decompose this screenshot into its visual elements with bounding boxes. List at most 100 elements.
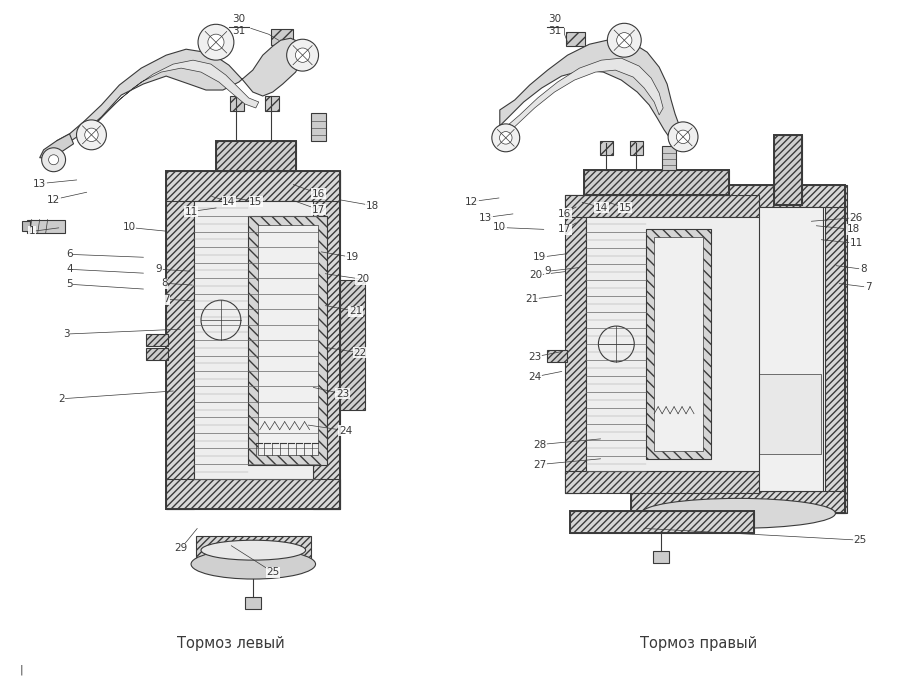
Circle shape <box>491 124 519 152</box>
Bar <box>600 141 613 155</box>
Text: 29: 29 <box>175 543 188 553</box>
Text: 24: 24 <box>528 372 541 382</box>
Circle shape <box>198 24 234 60</box>
Text: 18: 18 <box>365 200 379 211</box>
Text: 2: 2 <box>58 394 65 404</box>
Text: 26: 26 <box>850 212 863 223</box>
Text: 10: 10 <box>493 223 507 232</box>
Bar <box>584 169 729 194</box>
Text: 30: 30 <box>548 14 561 24</box>
Text: 10: 10 <box>122 223 136 232</box>
Text: 30: 30 <box>232 14 246 24</box>
Text: 8: 8 <box>860 265 867 274</box>
Bar <box>271 29 292 45</box>
Text: 23: 23 <box>528 352 541 362</box>
Bar <box>546 350 566 362</box>
Text: Тормоз правый: Тормоз правый <box>641 636 758 651</box>
Text: 15: 15 <box>249 196 263 207</box>
Bar <box>751 374 821 453</box>
Bar <box>194 200 312 480</box>
Bar <box>774 135 802 205</box>
Polygon shape <box>40 134 74 158</box>
Bar <box>654 238 703 451</box>
Text: 28: 28 <box>533 440 546 450</box>
Text: 19: 19 <box>533 252 546 263</box>
Polygon shape <box>57 39 302 144</box>
Bar <box>641 207 824 491</box>
Text: 4: 4 <box>67 265 73 274</box>
Text: 5: 5 <box>67 279 73 289</box>
Text: 16: 16 <box>558 209 572 218</box>
Text: 24: 24 <box>338 426 352 435</box>
Text: 20: 20 <box>356 274 369 285</box>
Text: 19: 19 <box>346 252 359 263</box>
Bar <box>565 32 586 46</box>
Circle shape <box>668 122 698 152</box>
Circle shape <box>608 23 641 57</box>
Bar <box>196 536 310 564</box>
Text: 11: 11 <box>850 238 863 249</box>
Text: 21: 21 <box>349 306 362 316</box>
Circle shape <box>49 155 58 165</box>
Bar <box>584 169 729 194</box>
Bar <box>248 216 328 464</box>
Bar <box>631 185 641 513</box>
Text: 17: 17 <box>558 225 572 234</box>
Bar <box>166 171 340 509</box>
Bar <box>653 551 669 563</box>
Text: 9: 9 <box>544 266 551 276</box>
Bar <box>275 43 288 55</box>
Bar <box>312 171 340 509</box>
Circle shape <box>676 130 689 143</box>
Bar <box>564 194 587 493</box>
Text: 23: 23 <box>336 389 349 399</box>
Circle shape <box>295 48 310 62</box>
Text: 3: 3 <box>63 329 70 339</box>
Text: 8: 8 <box>161 278 167 288</box>
Bar <box>630 141 644 155</box>
Polygon shape <box>82 60 259 134</box>
Bar <box>662 146 676 169</box>
Ellipse shape <box>191 549 316 579</box>
Bar <box>27 220 65 234</box>
Bar <box>310 113 327 141</box>
Bar <box>230 96 244 111</box>
Text: 27: 27 <box>533 460 546 469</box>
Text: 13: 13 <box>33 178 46 189</box>
Text: 16: 16 <box>312 189 325 198</box>
Bar <box>570 511 754 533</box>
Text: 15: 15 <box>618 203 632 212</box>
Bar <box>146 348 168 360</box>
Text: 7: 7 <box>865 282 871 292</box>
Text: 11: 11 <box>184 207 198 216</box>
Text: Тормоз левый: Тормоз левый <box>177 636 284 651</box>
Text: 6: 6 <box>67 249 73 259</box>
Circle shape <box>76 120 106 150</box>
Bar <box>166 171 340 200</box>
Bar <box>631 185 845 207</box>
Bar <box>564 194 759 216</box>
Bar <box>22 221 30 232</box>
Bar <box>570 511 754 533</box>
Bar <box>774 135 802 205</box>
Text: |: | <box>20 665 23 675</box>
Text: 17: 17 <box>312 205 325 214</box>
Text: 9: 9 <box>156 265 163 274</box>
Bar <box>265 96 279 111</box>
Circle shape <box>616 32 632 48</box>
Bar <box>631 185 845 513</box>
Circle shape <box>85 128 98 141</box>
Text: 14: 14 <box>222 196 236 207</box>
Bar <box>216 141 295 171</box>
Text: 25: 25 <box>266 567 279 577</box>
Bar <box>166 171 194 509</box>
Ellipse shape <box>641 498 835 528</box>
Bar <box>587 216 759 471</box>
Text: 13: 13 <box>479 212 492 223</box>
Text: 22: 22 <box>354 348 367 358</box>
Circle shape <box>208 34 224 50</box>
Bar <box>257 225 318 455</box>
Text: 12: 12 <box>47 194 60 205</box>
Text: 7: 7 <box>163 294 169 304</box>
Bar <box>631 491 845 513</box>
